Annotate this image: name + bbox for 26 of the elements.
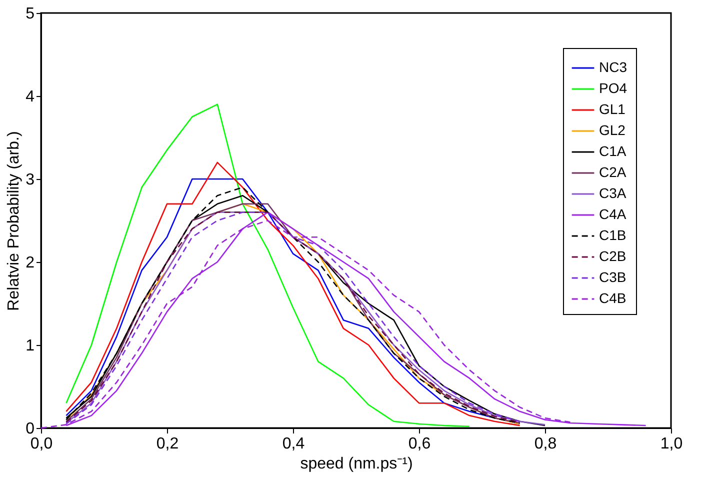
x-tick-label: 0,2: [156, 436, 179, 452]
legend-label: C2A: [599, 164, 627, 180]
legend-label: PO4: [599, 80, 628, 96]
x-axis-title: speed (nm.ps⁻¹): [300, 456, 413, 472]
legend-label: GL2: [599, 122, 626, 138]
legend-label: NC3: [599, 59, 628, 75]
y-tick-label: 0: [26, 420, 35, 438]
y-tick-label: 2: [26, 254, 35, 272]
legend-label: C3A: [599, 185, 627, 201]
y-tick-label: 4: [26, 88, 35, 106]
y-tick-label: 3: [26, 172, 35, 188]
x-tick-label: 0,4: [282, 436, 305, 452]
legend-label: C3B: [599, 269, 626, 285]
legend-label: C4A: [599, 206, 627, 222]
legend-label: C4B: [599, 290, 626, 306]
y-axis-title: Relatvie Probability (arb.): [6, 131, 23, 311]
x-tick-label: 0,0: [30, 436, 53, 452]
x-tick-label: 0,6: [408, 436, 431, 452]
legend-label: C1B: [599, 227, 626, 243]
legend-label: C1A: [599, 143, 627, 159]
y-tick-label: 5: [26, 6, 35, 22]
legend-label: GL1: [599, 101, 626, 117]
legend-label: C2B: [599, 248, 626, 264]
y-tick-label: 1: [26, 338, 35, 354]
x-tick-label: 1,0: [660, 436, 683, 452]
x-tick-label: 0,8: [534, 436, 557, 452]
